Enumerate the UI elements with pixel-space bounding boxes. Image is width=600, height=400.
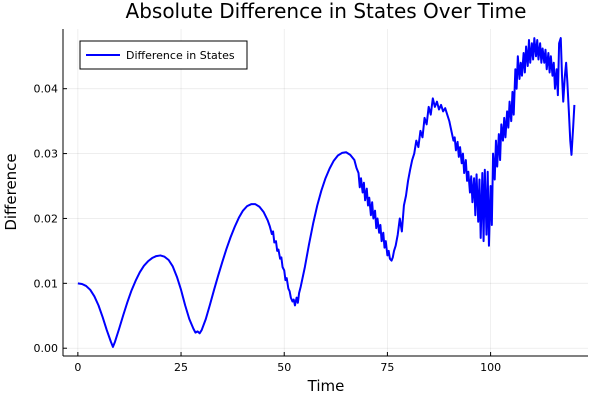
- y-tick-label: 0.01: [34, 277, 59, 290]
- x-tick-label: 75: [380, 361, 394, 374]
- ticks: 0 25 50 75 100 0.00 0.01 0.02 0.03 0.04: [34, 83, 502, 374]
- x-tick-label: 100: [480, 361, 501, 374]
- x-tick-label: 50: [277, 361, 291, 374]
- series-line-difference-in-states: [77, 37, 576, 348]
- grid: [63, 29, 588, 356]
- y-tick-label: 0.02: [34, 212, 59, 225]
- x-tick-label: 0: [74, 361, 81, 374]
- y-tick-label: 0.00: [34, 342, 59, 355]
- y-axis-label: Difference: [2, 153, 20, 230]
- x-axis-label: Time: [307, 377, 345, 395]
- y-tick-label: 0.03: [34, 148, 59, 161]
- chart-title: Absolute Difference in States Over Time: [126, 0, 527, 23]
- legend: Difference in States: [79, 40, 248, 70]
- y-tick-label: 0.04: [34, 83, 59, 96]
- x-tick-label: 25: [174, 361, 188, 374]
- legend-entry-label: Difference in States: [126, 49, 235, 62]
